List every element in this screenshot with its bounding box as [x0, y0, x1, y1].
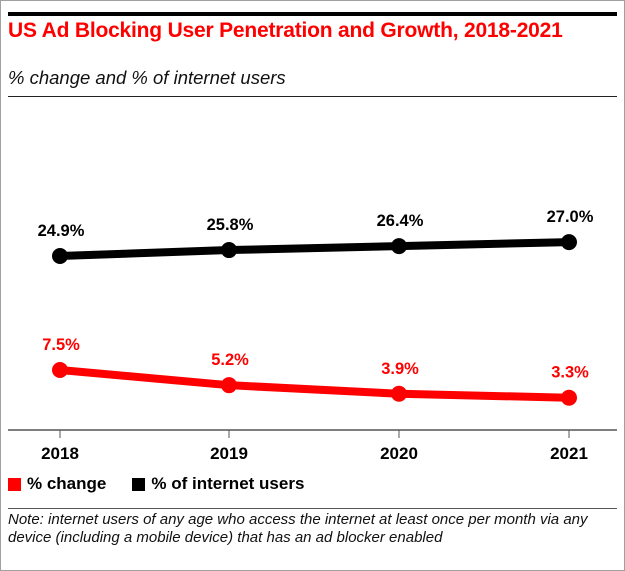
- footer-divider: [8, 508, 617, 509]
- chart-title: US Ad Blocking User Penetration and Grow…: [8, 19, 563, 42]
- series-line-pct-change: [59, 366, 570, 402]
- legend-item-pct-change: % change: [8, 474, 106, 494]
- chart-note: Note: internet users of any age who acce…: [8, 511, 588, 546]
- header-divider: [8, 96, 617, 97]
- data-point: [221, 377, 237, 394]
- legend-swatch-black: [132, 477, 146, 491]
- data-point: [561, 389, 577, 406]
- x-tick-label: 2021: [550, 444, 588, 463]
- data-label: 7.5%: [42, 336, 80, 354]
- legend-swatch-red: [8, 477, 21, 491]
- legend: % change % of internet users: [8, 473, 330, 495]
- data-point: [52, 248, 68, 264]
- data-label: 3.3%: [551, 364, 589, 382]
- data-label: 3.9%: [381, 360, 419, 378]
- data-point: [391, 385, 407, 402]
- data-label: 26.4%: [377, 212, 424, 230]
- legend-item-pct-internet-users: % of internet users: [132, 474, 304, 494]
- data-point: [561, 234, 577, 251]
- legend-label: % change: [27, 474, 107, 493]
- legend-label: % of internet users: [151, 474, 305, 493]
- x-tick-label: 2019: [210, 444, 248, 463]
- top-rule: [8, 12, 617, 16]
- data-point: [221, 242, 237, 259]
- data-point: [52, 362, 68, 378]
- x-tick-label: 2018: [41, 444, 79, 463]
- data-label: 25.8%: [207, 216, 254, 234]
- data-label: 24.9%: [38, 222, 85, 240]
- x-tick-label: 2020: [380, 444, 418, 463]
- data-label: 27.0%: [547, 208, 594, 226]
- chart-subtitle: % change and % of internet users: [8, 67, 286, 88]
- data-label: 5.2%: [211, 351, 249, 369]
- series-line-pct-internet-users: [59, 238, 570, 260]
- data-point: [391, 238, 407, 255]
